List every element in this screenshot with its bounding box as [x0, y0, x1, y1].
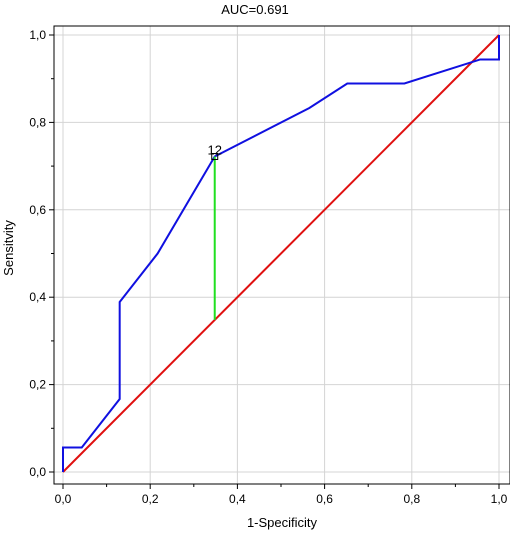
reference-diagonal-line — [62, 34, 500, 473]
y-axis-label: Sensitvity — [1, 220, 16, 276]
x-tick-label: 0,4 — [229, 492, 246, 506]
x-axis: 0,0 0,2 0,4 0,6 0,8 1,0 — [55, 484, 508, 506]
x-tick-label: 1,0 — [491, 492, 508, 506]
cutoff-point — [211, 152, 219, 160]
plot-frame — [53, 25, 510, 485]
cutoff-label: 12 — [207, 142, 221, 157]
x-tick-label: 0,6 — [316, 492, 333, 506]
y-tick-label: 0,2 — [29, 378, 46, 392]
grid — [54, 26, 510, 484]
x-tick-label: 0,2 — [142, 492, 159, 506]
y-tick-label: 0,4 — [29, 290, 46, 304]
y-tick-label: 0,0 — [29, 465, 46, 479]
x-tick-label: 0,0 — [55, 492, 72, 506]
y-tick-label: 1,0 — [29, 28, 46, 42]
x-tick-label: 0,8 — [403, 492, 420, 506]
cutoff-marker: 12 — [207, 142, 222, 320]
series-layer — [62, 34, 500, 473]
y-tick-label: 0,6 — [29, 203, 46, 217]
chart-title: AUC=0.691 — [221, 2, 289, 17]
y-axis: 0,0 0,2 0,4 0,6 0,8 1,0 — [29, 28, 54, 479]
x-axis-label: 1-Specificity — [247, 515, 318, 530]
y-tick-label: 0,8 — [29, 115, 46, 129]
